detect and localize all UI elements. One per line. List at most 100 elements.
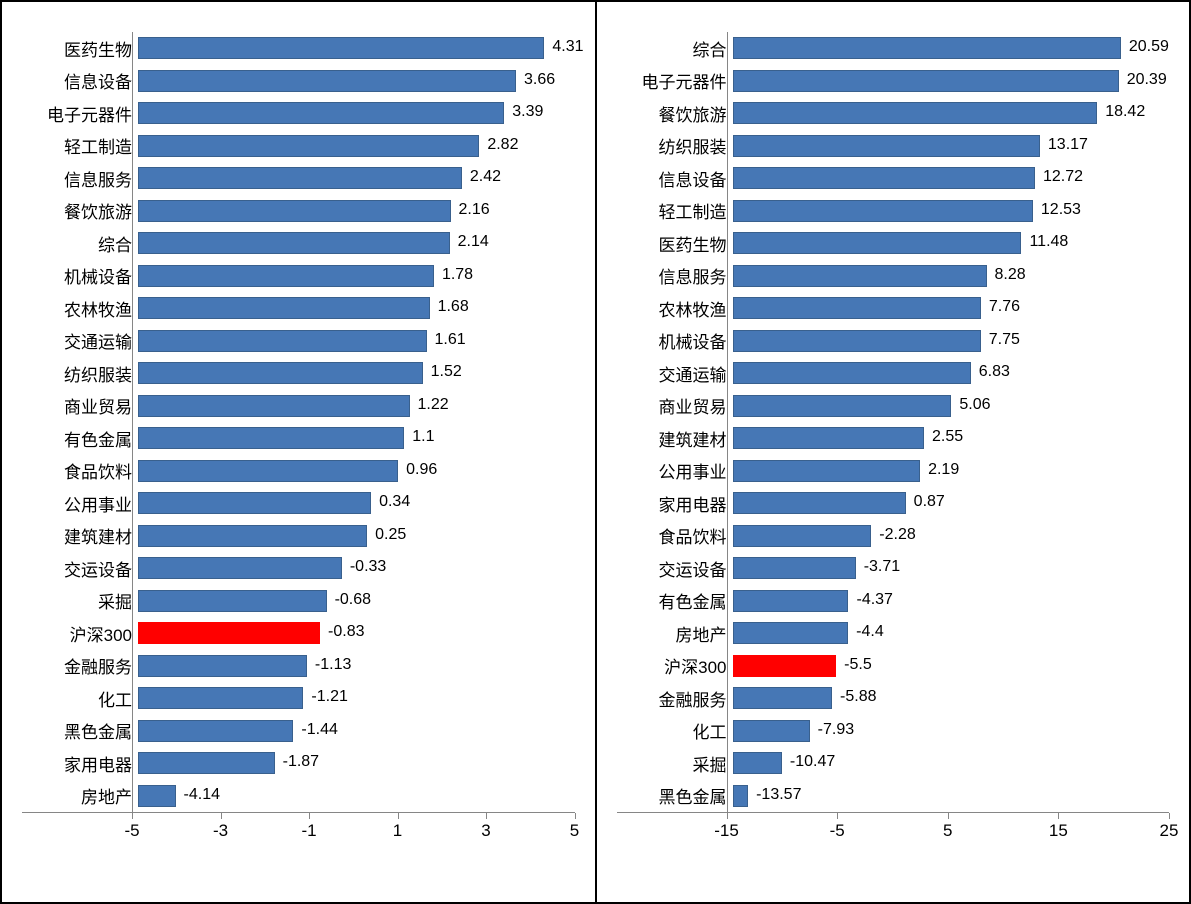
bar-track: -7.93	[733, 715, 1170, 747]
x-tick-mark	[727, 813, 728, 819]
x-tick-mark	[1169, 813, 1170, 819]
bar-track: 18.42	[733, 97, 1170, 129]
bar-track: -1.21	[138, 682, 575, 714]
bar-track: -1.87	[138, 747, 575, 779]
category-label: 有色金属	[617, 588, 733, 613]
bar-track: 20.59	[733, 32, 1170, 64]
bar-value-label: 13.17	[1048, 136, 1088, 154]
x-tick-label: -3	[213, 821, 228, 841]
bar-row: 信息服务8.28	[617, 260, 1170, 292]
category-label: 交运设备	[22, 556, 138, 581]
bar-track: 11.48	[733, 227, 1170, 259]
bar-value-label: 7.76	[989, 298, 1020, 316]
bar-track: -0.83	[138, 617, 575, 649]
category-label: 餐饮旅游	[617, 101, 733, 126]
bar-value-label: -0.83	[328, 623, 364, 641]
bar-value-label: 20.39	[1127, 71, 1167, 89]
bar-value-label: 0.34	[379, 493, 410, 511]
bar-row: 沪深300-0.83	[22, 617, 575, 649]
bar	[733, 687, 833, 709]
bar	[138, 135, 479, 157]
bar	[733, 395, 952, 417]
category-label: 纺织服装	[22, 361, 138, 386]
category-label: 综合	[617, 36, 733, 61]
bar	[733, 525, 872, 547]
category-label: 交通运输	[22, 328, 138, 353]
bar-track: 7.76	[733, 292, 1170, 324]
x-tick-mark	[837, 813, 838, 819]
y-axis-line	[132, 32, 133, 812]
bar-value-label: -3.71	[864, 558, 900, 576]
bar-row: 交运设备-3.71	[617, 552, 1170, 584]
x-tick-mark	[132, 813, 133, 819]
x-tick-label: -15	[714, 821, 739, 841]
bar-row: 黑色金属-13.57	[617, 780, 1170, 812]
bar	[138, 395, 410, 417]
bar-track: -4.4	[733, 617, 1170, 649]
bar	[733, 330, 981, 352]
bar-row: 化工-7.93	[617, 715, 1170, 747]
bar-row: 公用事业0.34	[22, 487, 575, 519]
bar	[733, 70, 1119, 92]
bar	[733, 752, 782, 774]
bar-track: 6.83	[733, 357, 1170, 389]
bar	[733, 200, 1033, 222]
x-tick-label: 5	[943, 821, 952, 841]
bar-value-label: -0.68	[335, 591, 371, 609]
bar-row: 农林牧渔7.76	[617, 292, 1170, 324]
x-tick-label: 5	[570, 821, 579, 841]
bar-row: 家用电器0.87	[617, 487, 1170, 519]
right-plot-area: 综合20.59电子元器件20.39餐饮旅游18.42纺织服装13.17信息设备1…	[617, 32, 1170, 813]
bar	[733, 37, 1121, 59]
bar-track: -2.28	[733, 520, 1170, 552]
bar-value-label: 2.16	[459, 201, 490, 219]
bar	[138, 232, 450, 254]
bar	[138, 492, 371, 514]
bar	[138, 525, 367, 547]
category-label: 化工	[617, 718, 733, 743]
category-label: 公用事业	[617, 458, 733, 483]
bar	[138, 200, 451, 222]
bar-track: -5.88	[733, 682, 1170, 714]
bar-value-label: 1.78	[442, 266, 473, 284]
bar-track: 2.82	[138, 130, 575, 162]
bar-value-label: 4.31	[552, 38, 583, 56]
bar-track: 3.39	[138, 97, 575, 129]
x-tick-mark	[309, 813, 310, 819]
bar-track: 1.61	[138, 325, 575, 357]
bar	[733, 460, 921, 482]
category-label: 黑色金属	[22, 718, 138, 743]
bar-value-label: 8.28	[995, 266, 1026, 284]
category-label: 商业贸易	[22, 393, 138, 418]
bar-row: 医药生物4.31	[22, 32, 575, 64]
x-tick-mark	[398, 813, 399, 819]
category-label: 房地产	[22, 783, 138, 808]
bar	[733, 102, 1098, 124]
category-label: 商业贸易	[617, 393, 733, 418]
bar	[733, 297, 981, 319]
category-label: 建筑建材	[617, 426, 733, 451]
bar-value-label: 1.61	[435, 331, 466, 349]
category-label: 电子元器件	[617, 68, 733, 93]
bar	[138, 102, 504, 124]
bar-track: 13.17	[733, 130, 1170, 162]
bar-row: 电子元器件 20.39	[617, 65, 1170, 97]
category-label: 轻工制造	[22, 133, 138, 158]
bar-row: 餐饮旅游 18.42	[617, 97, 1170, 129]
bar-value-label: 18.42	[1105, 103, 1145, 121]
bar-value-label: -0.33	[350, 558, 386, 576]
category-label: 综合	[22, 231, 138, 256]
bar-track: 2.42	[138, 162, 575, 194]
bar-value-label: 0.25	[375, 526, 406, 544]
bar-row: 有色金属1.1	[22, 422, 575, 454]
x-tick-label: 25	[1160, 821, 1179, 841]
bar-highlight	[138, 622, 320, 644]
bar-track: 2.55	[733, 422, 1170, 454]
bar-track: 1.52	[138, 357, 575, 389]
bar-row: 纺织服装13.17	[617, 130, 1170, 162]
bar-row: 餐饮旅游2.16	[22, 195, 575, 227]
bar-value-label: -5.5	[844, 656, 872, 674]
bar-value-label: -13.57	[756, 786, 801, 804]
bar-value-label: 6.83	[979, 363, 1010, 381]
bar-track: 5.06	[733, 390, 1170, 422]
